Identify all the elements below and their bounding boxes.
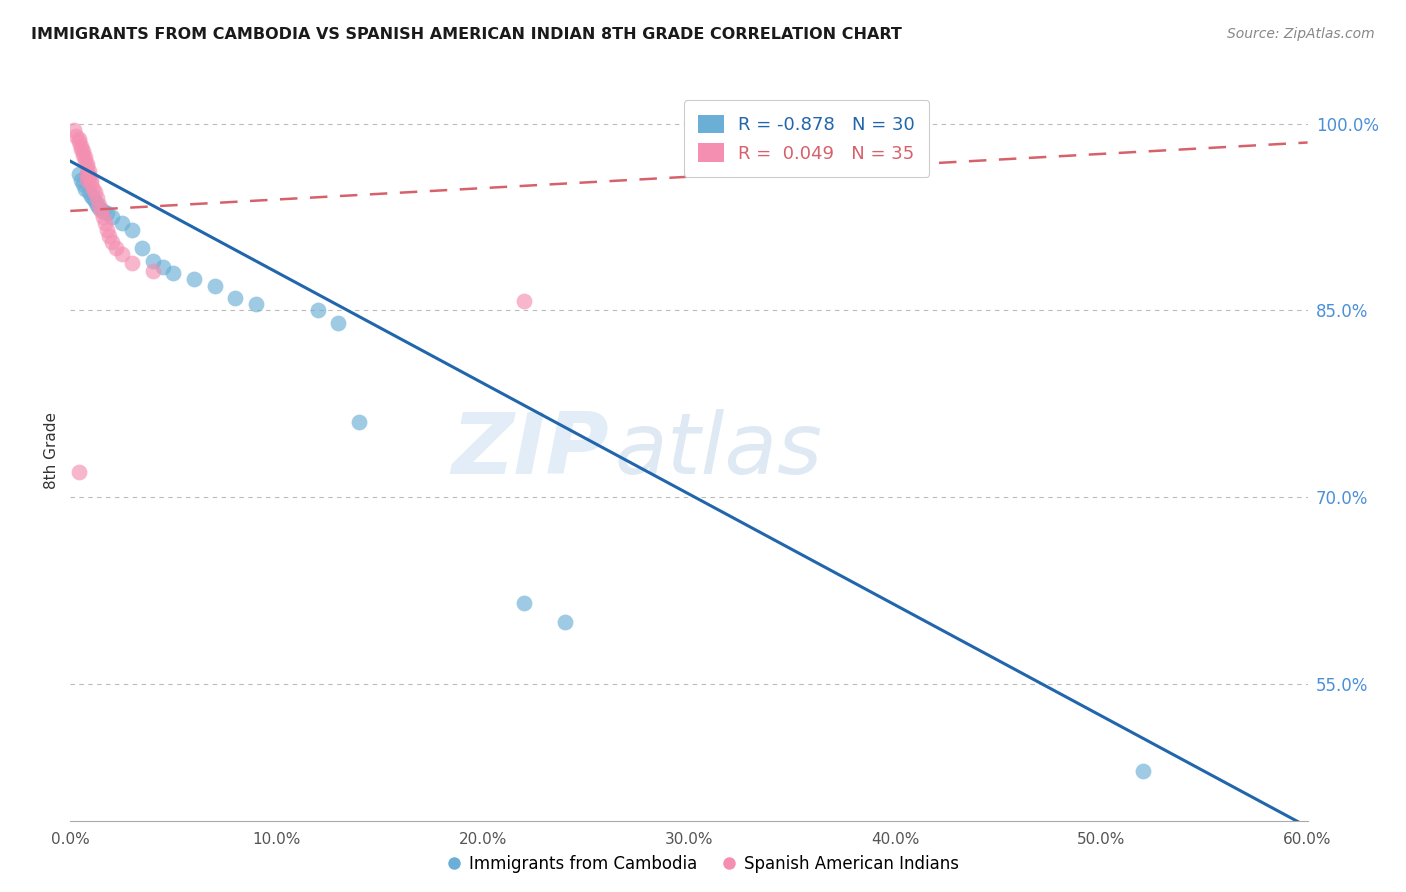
Point: [100, 235, 122, 249]
Point: [347, 416, 370, 430]
Point: [96, 222, 118, 236]
Y-axis label: 8th Grade: 8th Grade: [44, 412, 59, 489]
Point: [69, 139, 91, 153]
Point: [89, 202, 111, 216]
Point: [224, 291, 246, 305]
Point: [73, 150, 96, 164]
Text: Source: ZipAtlas.com: Source: ZipAtlas.com: [1227, 27, 1375, 41]
Point: [554, 615, 576, 629]
Point: [91, 210, 114, 224]
Point: [76, 161, 98, 175]
Point: [82, 181, 104, 195]
Point: [204, 278, 226, 293]
Point: [162, 266, 184, 280]
Point: [76, 167, 98, 181]
Point: [328, 316, 350, 330]
Point: [131, 241, 153, 255]
Point: [67, 136, 90, 150]
Point: [77, 169, 100, 183]
Point: [67, 465, 90, 479]
Point: [86, 192, 108, 206]
Point: [72, 148, 94, 162]
Point: [72, 145, 94, 159]
Point: [77, 186, 100, 200]
Point: [121, 256, 143, 270]
Point: [65, 129, 87, 144]
Legend: Immigrants from Cambodia, Spanish American Indians: Immigrants from Cambodia, Spanish Americ…: [440, 848, 966, 880]
Point: [90, 203, 112, 218]
Point: [80, 189, 103, 203]
Point: [307, 303, 329, 318]
Point: [183, 272, 205, 286]
Text: IMMIGRANTS FROM CAMBODIA VS SPANISH AMERICAN INDIAN 8TH GRADE CORRELATION CHART: IMMIGRANTS FROM CAMBODIA VS SPANISH AMER…: [31, 27, 901, 42]
Point: [1132, 764, 1154, 778]
Point: [77, 169, 100, 183]
Point: [80, 173, 103, 187]
Point: [84, 186, 107, 200]
Point: [67, 167, 90, 181]
Point: [98, 228, 121, 243]
Point: [142, 263, 165, 277]
Point: [86, 197, 108, 211]
Point: [513, 596, 536, 610]
Point: [69, 173, 91, 187]
Point: [73, 154, 96, 169]
Text: atlas: atlas: [614, 409, 823, 492]
Point: [94, 216, 117, 230]
Point: [82, 192, 104, 206]
Point: [80, 177, 103, 191]
Point: [121, 222, 143, 236]
Point: [84, 194, 107, 208]
Point: [63, 123, 86, 137]
Point: [67, 132, 90, 146]
Point: [111, 247, 134, 261]
Point: [76, 156, 98, 170]
Point: [142, 253, 165, 268]
Point: [245, 297, 267, 311]
Point: [91, 203, 114, 218]
Point: [96, 206, 118, 220]
Point: [73, 181, 96, 195]
Point: [76, 173, 98, 187]
Legend: R = -0.878   N = 30, R =  0.049   N = 35: R = -0.878 N = 30, R = 0.049 N = 35: [683, 101, 929, 177]
Point: [72, 177, 94, 191]
Point: [69, 142, 91, 156]
Point: [104, 241, 127, 255]
Point: [77, 164, 100, 178]
Point: [76, 167, 98, 181]
Point: [111, 216, 134, 230]
Text: ZIP: ZIP: [451, 409, 609, 492]
Point: [89, 197, 111, 211]
Point: [513, 293, 536, 308]
Point: [152, 260, 174, 274]
Point: [100, 210, 122, 224]
